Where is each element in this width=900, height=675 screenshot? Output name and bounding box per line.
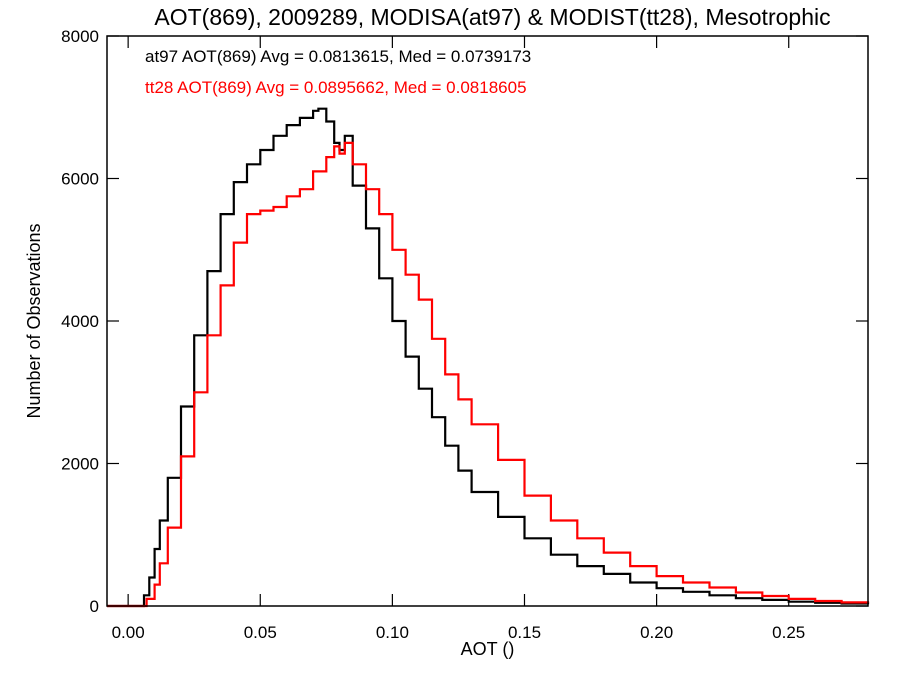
legend-entry-tt28: tt28 AOT(869) Avg = 0.0895662, Med = 0.0…	[145, 78, 527, 97]
x-tick-label: 0.15	[508, 623, 541, 642]
x-tick-label: 0.05	[244, 623, 277, 642]
series-line-tt28	[107, 141, 870, 608]
x-tick-label: 0.20	[640, 623, 673, 642]
y-tick-label: 6000	[61, 170, 99, 189]
x-tick-label: 0.25	[772, 623, 805, 642]
x-axis-label: AOT ()	[461, 639, 515, 659]
axis-ticks: 0.00 0.05 0.10 0.15 0.20 0.25 0 2000 4000 6000 800…	[61, 27, 868, 642]
series-layer	[107, 107, 870, 608]
x-tick-label: 0.00	[112, 623, 145, 642]
x-tick-label: 0.10	[376, 623, 409, 642]
y-tick-label: 8000	[61, 27, 99, 46]
y-tick-label: 2000	[61, 455, 99, 474]
y-tick-label: 0	[90, 597, 99, 616]
y-tick-label: 4000	[61, 312, 99, 331]
chart-title: AOT(869), 2009289, MODISA(at97) & MODIST…	[154, 4, 830, 30]
plot-frame	[106, 35, 869, 607]
legend-entry-at97: at97 AOT(869) Avg = 0.0813615, Med = 0.0…	[145, 47, 531, 66]
y-axis-label: Number of Observations	[24, 223, 44, 418]
legend: at97 AOT(869) Avg = 0.0813615, Med = 0.0…	[145, 47, 531, 97]
series-line-at97	[107, 107, 870, 608]
